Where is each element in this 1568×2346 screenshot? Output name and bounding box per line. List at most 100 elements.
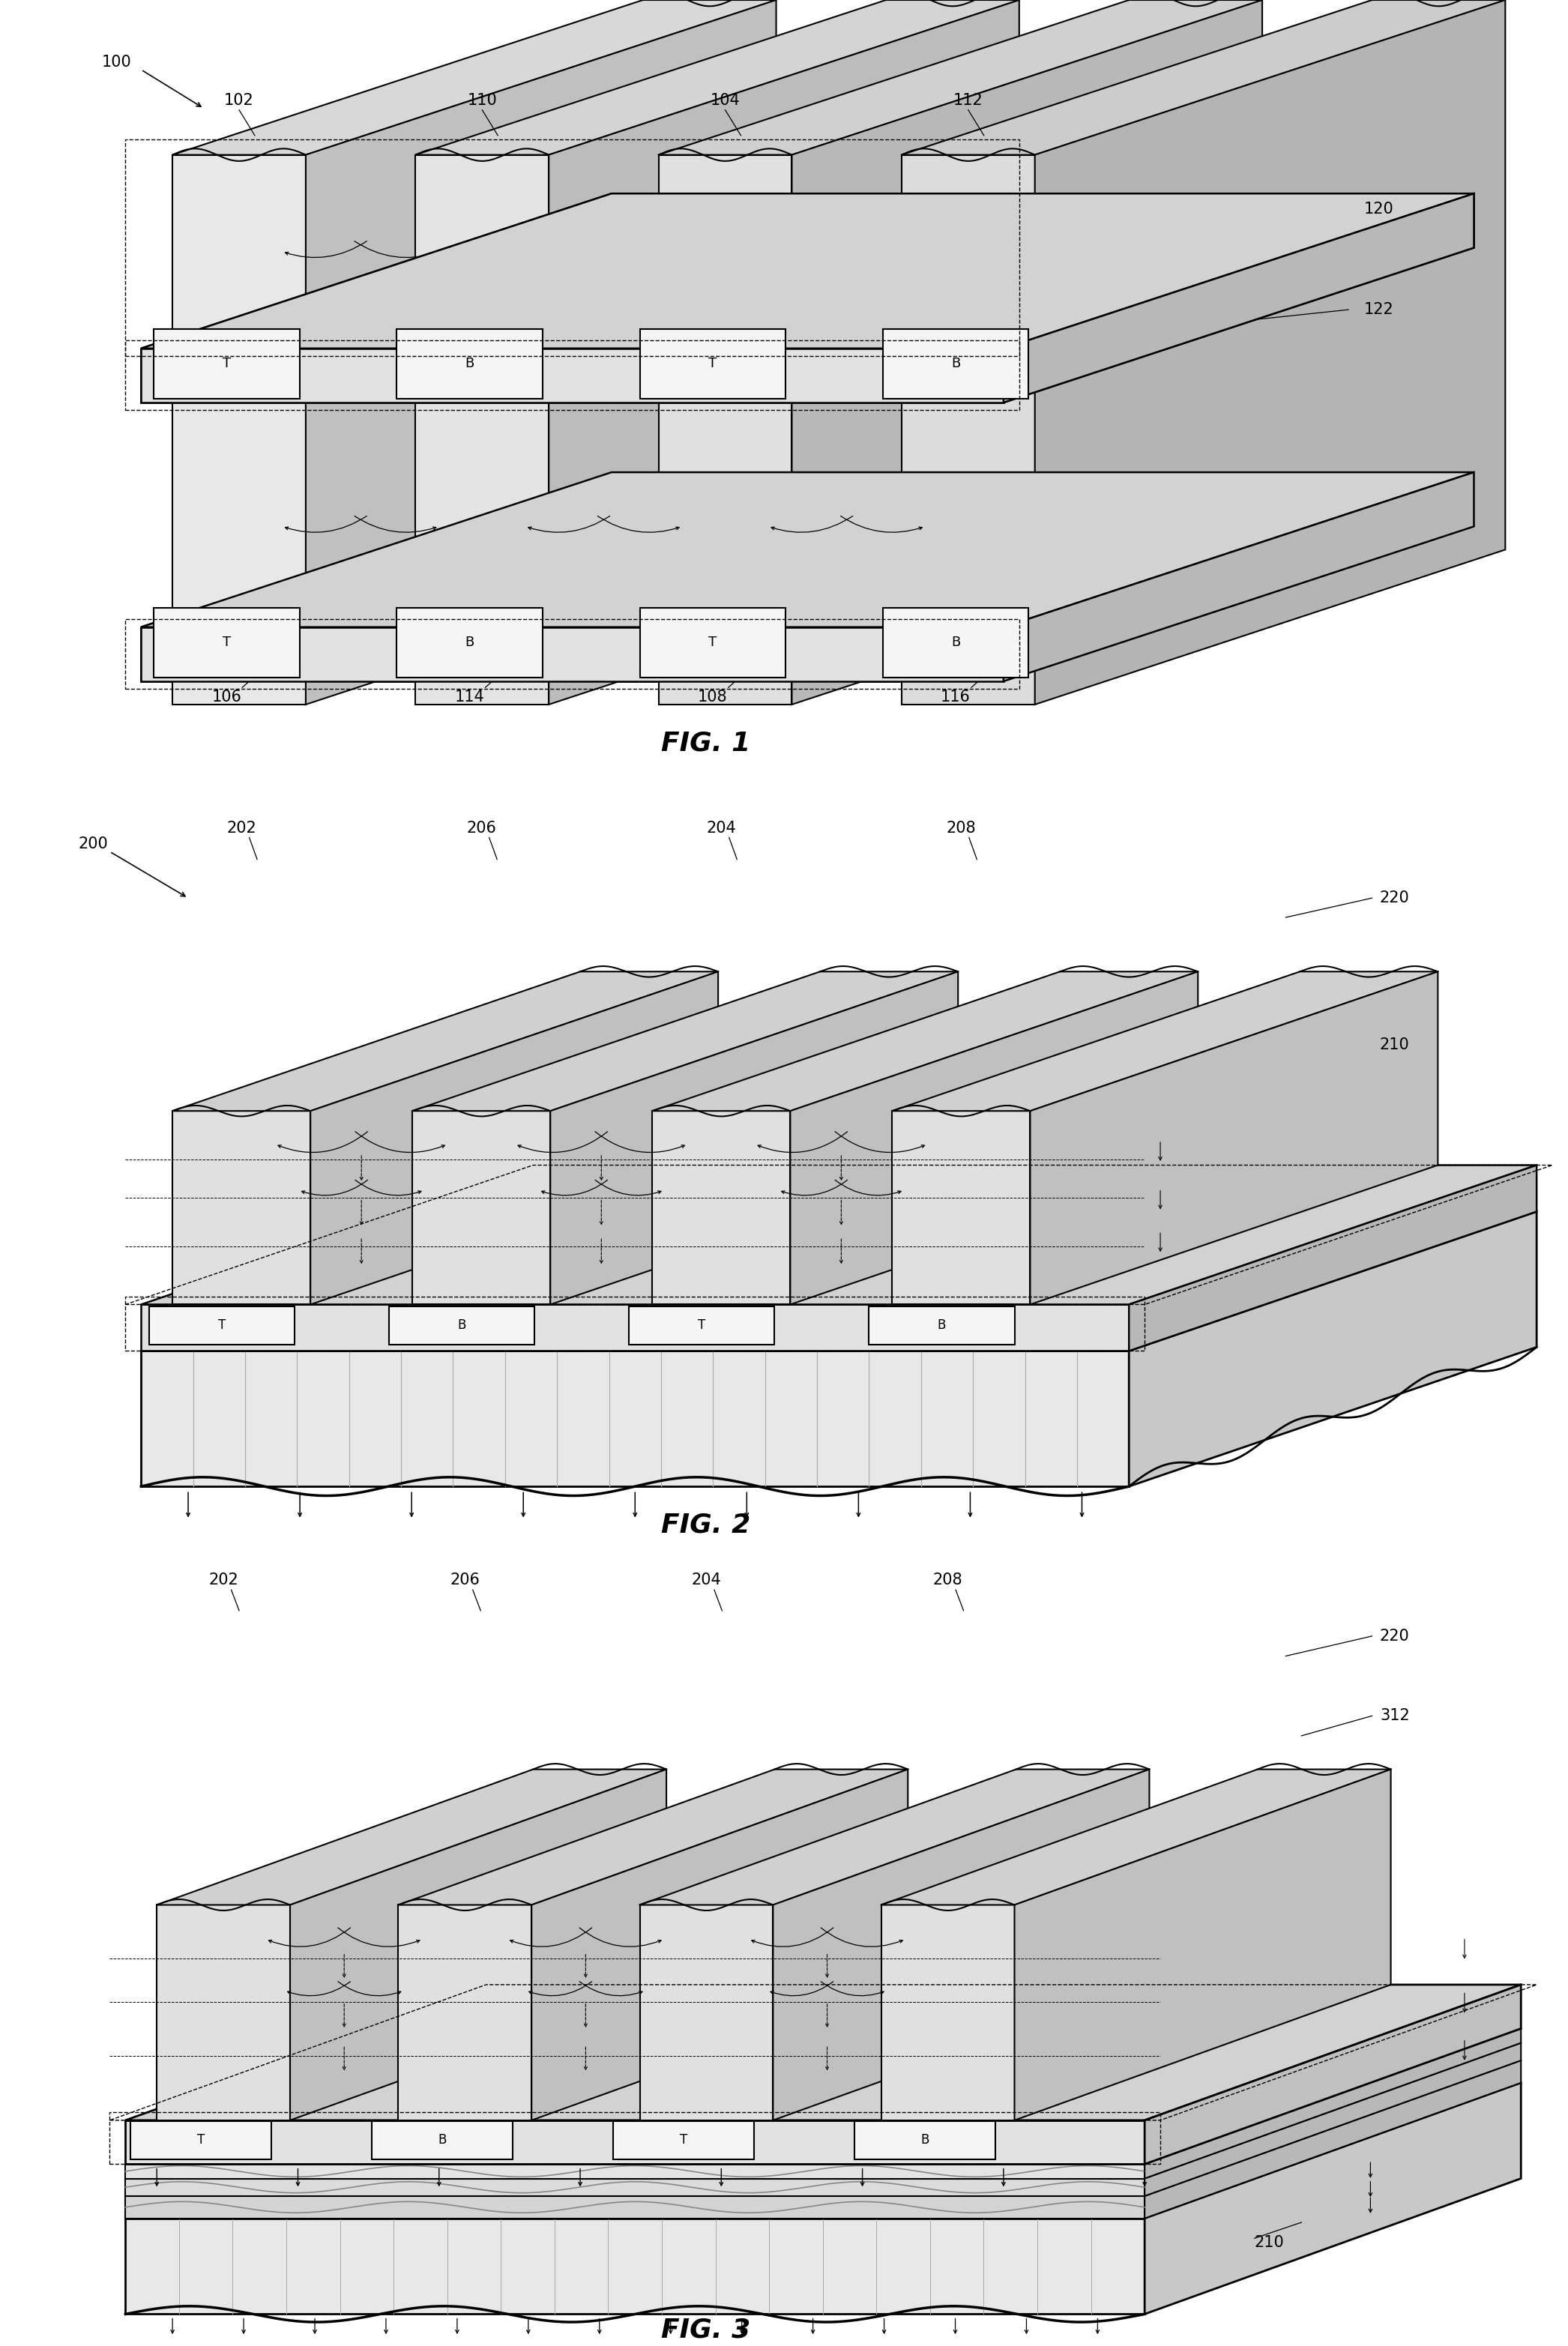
Polygon shape [550,971,958,1304]
Polygon shape [412,1112,550,1304]
Polygon shape [154,608,299,678]
Text: FIG. 2: FIG. 2 [660,1513,751,1539]
Polygon shape [1004,472,1474,680]
Polygon shape [157,1769,666,1905]
Text: FIG. 3: FIG. 3 [660,2318,751,2344]
Polygon shape [883,608,1029,678]
Text: 106: 106 [212,690,241,704]
Polygon shape [141,1351,1129,1487]
Polygon shape [141,472,1474,626]
Text: 114: 114 [455,690,485,704]
Polygon shape [532,1769,908,2121]
Text: T: T [223,357,230,371]
Polygon shape [640,1905,773,2121]
Polygon shape [149,1307,295,1344]
Polygon shape [125,2043,1521,2179]
Polygon shape [125,2029,1521,2163]
Polygon shape [306,0,776,704]
Text: B: B [466,357,474,371]
Text: T: T [698,1318,706,1333]
Text: 206: 206 [466,821,497,835]
Polygon shape [1145,2043,1521,2196]
Polygon shape [125,2179,1145,2196]
Polygon shape [613,2121,754,2158]
Text: B: B [458,1318,466,1333]
Text: B: B [920,2133,930,2147]
Text: 206: 206 [450,1572,480,1588]
Polygon shape [397,608,543,678]
Polygon shape [652,1112,790,1304]
Polygon shape [1030,971,1438,1304]
Polygon shape [416,0,1019,155]
Polygon shape [398,1905,532,2121]
Text: B: B [437,2133,447,2147]
Polygon shape [141,347,1004,404]
Text: 210: 210 [1254,2236,1284,2250]
Polygon shape [1014,1769,1391,2121]
Polygon shape [141,192,1474,347]
Polygon shape [792,0,1262,704]
Polygon shape [881,1905,1014,2121]
Text: 108: 108 [698,690,728,704]
Polygon shape [1004,192,1474,404]
Text: T: T [709,357,717,371]
Text: 120: 120 [1364,202,1394,216]
Text: T: T [709,636,717,650]
Polygon shape [141,1211,1537,1351]
Text: B: B [952,357,960,371]
Polygon shape [172,971,718,1112]
Text: 104: 104 [710,94,740,108]
Polygon shape [902,0,1505,155]
Text: 122: 122 [1364,303,1394,317]
Text: 202: 202 [209,1572,238,1588]
Text: 210: 210 [1380,1037,1410,1053]
Polygon shape [790,971,1198,1304]
Polygon shape [389,1307,535,1344]
Text: 204: 204 [706,821,737,835]
Polygon shape [310,971,718,1304]
Polygon shape [652,971,1198,1112]
Polygon shape [141,1304,1129,1351]
Text: 116: 116 [941,690,971,704]
Polygon shape [172,0,776,155]
Text: 208: 208 [947,821,975,835]
Polygon shape [125,2083,1521,2219]
Polygon shape [1004,192,1474,404]
Polygon shape [1035,0,1505,704]
Polygon shape [141,626,1004,680]
Polygon shape [869,1307,1014,1344]
Polygon shape [125,2163,1145,2179]
Text: 200: 200 [78,838,108,852]
Polygon shape [141,1166,1537,1304]
Text: 100: 100 [102,54,132,70]
Text: T: T [223,636,230,650]
Polygon shape [125,1985,1521,2121]
Polygon shape [892,1112,1030,1304]
Polygon shape [125,2060,1521,2196]
Text: 312: 312 [1380,1708,1410,1724]
Polygon shape [902,155,1035,704]
Polygon shape [141,472,1474,626]
Polygon shape [773,1769,1149,2121]
Text: 208: 208 [933,1572,963,1588]
Polygon shape [141,347,1004,404]
Polygon shape [154,328,299,399]
Polygon shape [141,192,1474,347]
Polygon shape [640,608,786,678]
Text: 110: 110 [467,94,497,108]
Polygon shape [1145,2083,1521,2313]
Polygon shape [1004,472,1474,680]
Text: 220: 220 [1380,891,1410,906]
Text: T: T [681,2133,687,2147]
Polygon shape [157,1905,290,2121]
Polygon shape [659,155,792,704]
Text: B: B [952,636,960,650]
Polygon shape [290,1769,666,2121]
Text: T: T [198,2133,204,2147]
Polygon shape [125,2121,1145,2163]
Polygon shape [172,155,306,704]
Polygon shape [1129,1166,1537,1351]
Polygon shape [881,1769,1391,1905]
Polygon shape [125,2219,1145,2313]
Polygon shape [416,155,549,704]
